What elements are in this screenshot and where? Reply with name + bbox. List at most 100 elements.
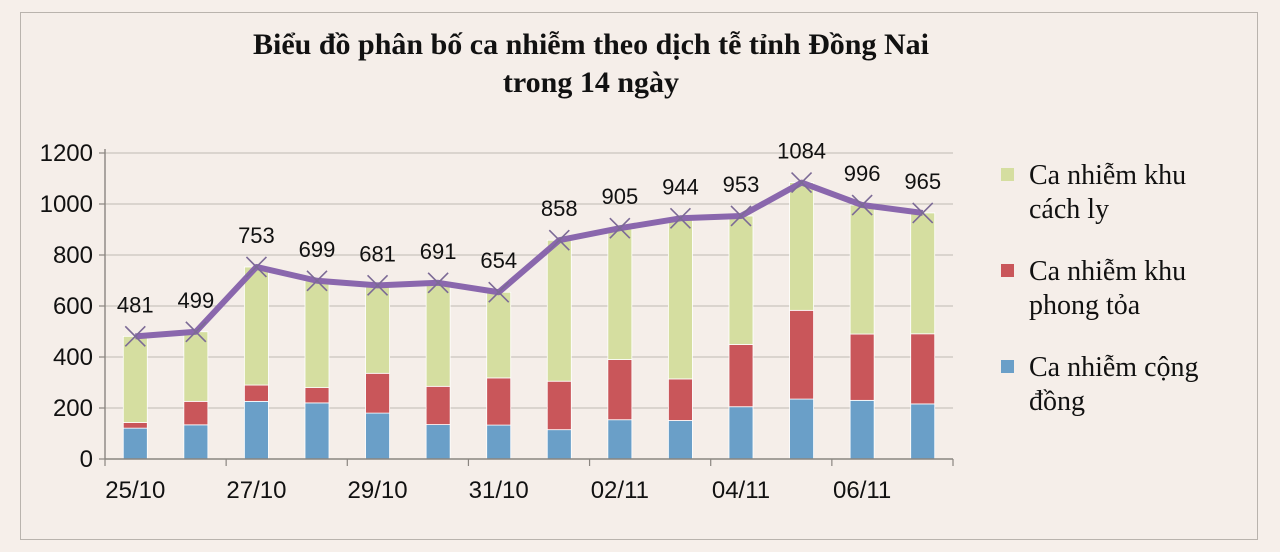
total-line-path bbox=[135, 179, 924, 340]
data-label: 681 bbox=[359, 241, 396, 266]
bar-segment bbox=[365, 284, 390, 374]
bar-segment bbox=[304, 402, 330, 460]
marker-stroke bbox=[730, 205, 752, 227]
bar-segment bbox=[122, 335, 148, 423]
line-point-marker bbox=[912, 202, 934, 224]
data-label: 905 bbox=[601, 184, 638, 209]
line-point-marker bbox=[124, 325, 146, 347]
data-label: 699 bbox=[299, 237, 336, 262]
axes: 0 200 400 600 800 1000 1200 25/10 27/10 29/10 31/1… bbox=[40, 140, 954, 504]
bar-segment bbox=[546, 239, 572, 382]
legend-label: phong tỏa bbox=[1029, 290, 1141, 321]
bar-segment bbox=[183, 331, 209, 402]
data-label: 944 bbox=[662, 174, 699, 199]
bar-segment bbox=[486, 424, 512, 460]
data-label: 1084 bbox=[777, 139, 826, 164]
chart-title-line: Biểu đồ phân bố ca nhiễm theo dịch tễ tỉ… bbox=[253, 28, 929, 61]
marker-stroke bbox=[791, 172, 813, 194]
bar-segment bbox=[728, 215, 754, 345]
marker-stroke bbox=[367, 274, 389, 296]
data-label: 996 bbox=[844, 161, 881, 186]
marker-stroke bbox=[306, 270, 328, 292]
marker-stroke bbox=[669, 207, 691, 229]
legend-swatch bbox=[1001, 264, 1014, 277]
line-point-marker bbox=[245, 256, 267, 278]
bar-segment bbox=[304, 280, 330, 389]
bar-segment bbox=[122, 422, 148, 429]
marker-stroke bbox=[185, 321, 207, 343]
bar-segment bbox=[607, 227, 633, 360]
bar-segment bbox=[668, 217, 693, 380]
line-point-marker bbox=[548, 229, 570, 251]
x-tick-label: 02/11 bbox=[591, 477, 649, 504]
bar-segment bbox=[304, 387, 330, 404]
bar-segment bbox=[546, 429, 572, 460]
y-tick-label: 1200 bbox=[40, 140, 93, 167]
legend-label: Ca nhiễm khu bbox=[1029, 256, 1186, 287]
line-point-marker bbox=[730, 205, 752, 227]
data-labels: 481 499 753 699 681 691 654 858 905 944 953 1084 996… bbox=[117, 139, 941, 318]
bars bbox=[122, 182, 936, 460]
bar-segment bbox=[425, 424, 451, 460]
data-label: 965 bbox=[904, 169, 941, 194]
bar-segment bbox=[789, 398, 814, 460]
data-label: 753 bbox=[238, 223, 275, 248]
legend-label: đồng bbox=[1029, 386, 1085, 417]
x-tick-label: 25/10 bbox=[105, 477, 165, 504]
y-tick-label: 600 bbox=[53, 293, 93, 320]
marker-stroke bbox=[427, 272, 449, 294]
x-tick-label: 27/10 bbox=[226, 477, 286, 504]
line-point-marker bbox=[791, 172, 813, 194]
bar-segment bbox=[183, 424, 209, 460]
bar-segment bbox=[183, 400, 209, 426]
data-label: 858 bbox=[541, 196, 578, 221]
bar-segment bbox=[910, 403, 936, 460]
bar-segment bbox=[607, 419, 633, 460]
total-line bbox=[124, 172, 934, 347]
marker-stroke bbox=[851, 194, 873, 216]
marker-stroke bbox=[609, 217, 631, 239]
bar-segment bbox=[728, 406, 754, 460]
marker-stroke bbox=[912, 202, 934, 224]
bar-segment bbox=[728, 344, 754, 408]
marker-stroke bbox=[245, 256, 267, 278]
chart-frame: Biểu đồ phân bố ca nhiễm theo dịch tễ tỉ… bbox=[20, 12, 1258, 540]
bar-segment bbox=[425, 385, 451, 425]
bar-segment bbox=[668, 420, 693, 460]
marker-stroke bbox=[124, 325, 146, 347]
legend-swatch bbox=[1001, 168, 1014, 181]
data-label: 691 bbox=[420, 239, 457, 264]
x-tick-label: 31/10 bbox=[469, 477, 529, 504]
bar-segment bbox=[546, 380, 572, 431]
y-tick-label: 200 bbox=[53, 395, 93, 422]
marker-stroke bbox=[548, 229, 570, 251]
y-tick-label: 1000 bbox=[40, 191, 93, 218]
bar-segment bbox=[789, 309, 814, 400]
line-point-marker bbox=[185, 321, 207, 343]
bar-segment bbox=[910, 333, 936, 405]
line-point-marker bbox=[488, 281, 510, 303]
line-point-marker bbox=[306, 270, 328, 292]
bar-segment bbox=[365, 372, 390, 414]
bar-segment bbox=[849, 204, 875, 335]
bar-segment bbox=[849, 399, 875, 460]
bar-segment bbox=[486, 377, 512, 426]
data-label: 654 bbox=[480, 248, 517, 273]
legend-label: Ca nhiễm cộng bbox=[1029, 352, 1199, 383]
x-tick-label: 04/11 bbox=[712, 477, 770, 504]
y-tick-label: 800 bbox=[53, 242, 93, 269]
line-point-marker bbox=[669, 207, 691, 229]
chart-title: Biểu đồ phân bố ca nhiễm theo dịch tễ tỉ… bbox=[253, 28, 929, 99]
data-label: 953 bbox=[723, 172, 760, 197]
line-point-marker bbox=[427, 272, 449, 294]
bar-segment bbox=[607, 359, 633, 421]
bar-segment bbox=[910, 212, 936, 335]
bar-segment bbox=[425, 282, 451, 387]
bar-segment bbox=[668, 378, 693, 421]
bar-segment bbox=[486, 291, 512, 379]
line-point-marker bbox=[367, 274, 389, 296]
legend-label: cách ly bbox=[1029, 194, 1109, 225]
x-tick-label: 06/11 bbox=[833, 477, 891, 504]
